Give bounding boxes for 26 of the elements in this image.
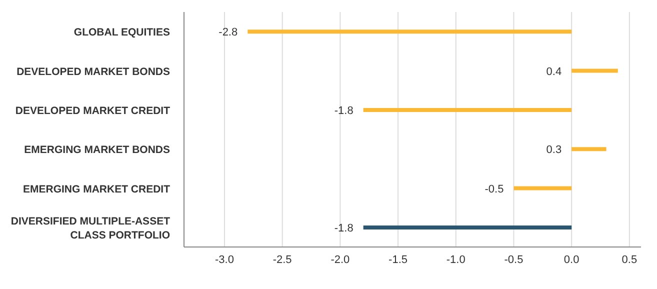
data-label: 0.3 [546, 144, 562, 156]
x-tick-label: -0.5 [504, 254, 524, 266]
bar [248, 30, 572, 34]
bar [572, 68, 618, 73]
y-tick-label: DEVELOPED MARKET CREDIT [15, 104, 171, 117]
x-tick-label: -2.5 [272, 254, 292, 266]
y-tick-label: DEVELOPED MARKET BONDS [16, 66, 170, 78]
x-tick-label: -3.0 [215, 254, 234, 266]
y-tick-label: EMERGING MARKET BONDS [24, 144, 170, 156]
bar [363, 108, 572, 112]
x-tick-label: -2.0 [330, 254, 350, 266]
y-tick-label: GLOBAL EQUITIES [74, 26, 170, 39]
data-label: -1.8 [334, 222, 354, 234]
x-tick-label: -1.0 [446, 254, 466, 266]
data-label: -0.5 [484, 183, 504, 196]
bar [514, 186, 572, 190]
x-tick-label: 0.5 [622, 254, 638, 266]
y-tick-label: EMERGING MARKET CREDIT [23, 183, 171, 196]
bar [572, 147, 606, 152]
data-label: -1.8 [334, 104, 354, 117]
bar [363, 225, 572, 230]
y-tick-label: DIVERSIFIED MULTIPLE-ASSET CLASS PORTFOLIO [10, 215, 171, 242]
x-tick-label: -1.5 [388, 254, 408, 266]
x-tick-label: 0.0 [564, 254, 580, 266]
data-label: 0.4 [546, 66, 562, 78]
data-label: -2.8 [218, 26, 238, 39]
